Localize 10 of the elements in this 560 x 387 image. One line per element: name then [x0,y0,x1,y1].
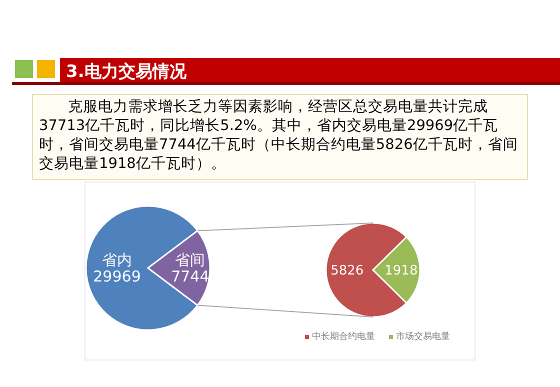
text: 克服电力需求增长乏力等因素影响，经营区总交易电量共计完成37713亿千瓦时，同比增长5.2%。其中，省内交易电量29969亿千瓦时，省间交易电量7744亿千瓦时（中长期合约电量5826亿千瓦时，省间交易电量1918亿千瓦时）。 [32,94,528,180]
slice-label: 省间 [175,251,206,269]
data-label: 29969 [93,268,141,286]
data-label: 7744 [171,268,210,286]
legend-label: 市场交易电量 [396,331,450,342]
data-label: 5826 [330,264,364,279]
legend-label: 中长期合约电量 [312,331,375,342]
slice-label: 省内 [102,251,132,269]
data-label: 1918 [384,264,418,279]
chart-title: 3.电力交易情况 [66,62,188,82]
